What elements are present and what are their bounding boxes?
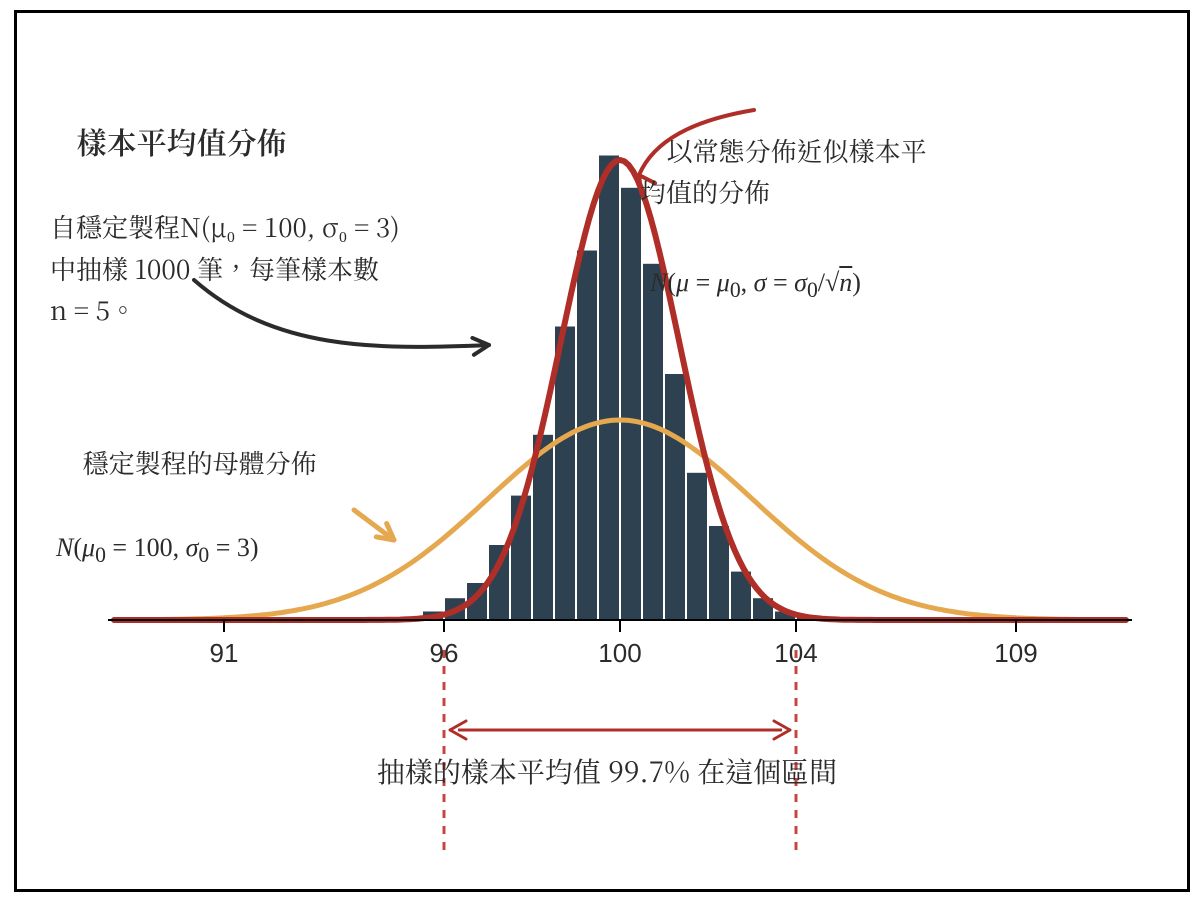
x-tick-100: 100 (598, 638, 641, 669)
x-tick-104: 104 (774, 638, 817, 669)
annotation-population-dist: 穩定製程的母體分佈 N(μ0 = 100, σ0 = 3) (56, 400, 317, 614)
annotation-sample-mean-dist: 樣本平均值分佈 自穩定製程N(μ₀ = 100, σ₀ = 3) 中抽樣 100… (50, 75, 400, 373)
x-tick-91: 91 (210, 638, 239, 669)
interval-label: 抽樣的樣本平均值 99.7% 在這個區間 (377, 750, 837, 793)
x-tick-109: 109 (994, 638, 1037, 669)
annotation-normal-approx: 以常態分佈近似樣本平 均值的分佈 N(μ = μ0, σ = σ0/√n) (640, 88, 927, 350)
x-tick-96: 96 (430, 638, 459, 669)
